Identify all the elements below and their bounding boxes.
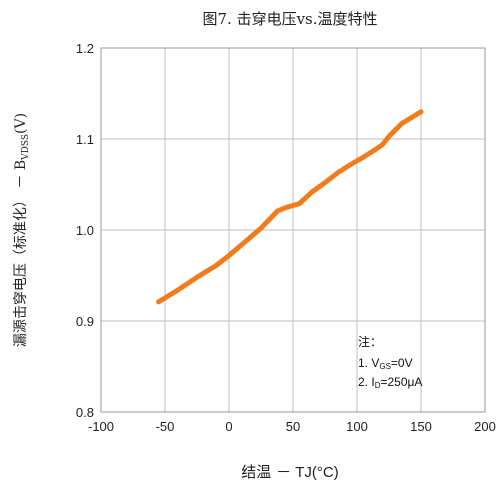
y-axis-label: 漏源击穿电压（标准化） － BVDSS(V): [13, 113, 31, 347]
x-tick-label: 100: [346, 419, 368, 434]
y-tick-label: 1.1: [76, 132, 94, 147]
x-tick-label: 50: [286, 419, 300, 434]
series-layer: [156, 109, 424, 305]
x-tick-label: -50: [156, 419, 175, 434]
note-line-1: 1. VGS=0V: [358, 356, 413, 371]
x-tick-label: 200: [474, 419, 496, 434]
y-tick-label: 0.8: [76, 405, 94, 420]
y-tick-label: 1.0: [76, 223, 94, 238]
x-axis-label: 结温 － TJ(°C): [241, 463, 338, 481]
y-tick-labels: 0.8 0.9 1.0 1.1 1.2: [76, 41, 94, 420]
series-line: [156, 109, 424, 305]
x-tick-label: 150: [410, 419, 432, 434]
legend-note: 注： 1. VGS=0V 2. ID=250μA: [358, 334, 422, 390]
chart-title: 图7. 击穿电压vs.温度特性: [202, 10, 377, 28]
x-tick-label: 0: [225, 419, 232, 434]
y-tick-label: 1.2: [76, 41, 94, 56]
grid: [100, 47, 486, 413]
y-tick-label: 0.9: [76, 314, 94, 329]
plot-area: [100, 47, 486, 413]
x-tick-labels: -100 -50 0 50 100 150 200: [88, 419, 496, 434]
note-heading: 注：: [358, 334, 382, 349]
note-line-2: 2. ID=250μA: [358, 375, 422, 390]
x-tick-label: -100: [88, 419, 114, 434]
